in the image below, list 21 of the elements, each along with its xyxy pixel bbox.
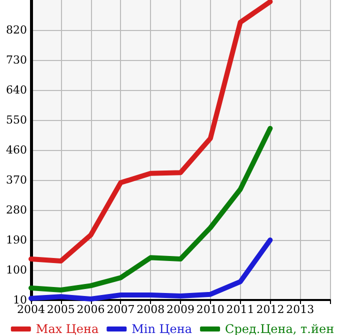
x-tick-label: 2004 (17, 303, 45, 316)
y-tick-label: 280 (6, 204, 27, 216)
y-tick-label: 460 (6, 144, 27, 156)
x-tick-label: 2005 (46, 303, 75, 316)
y-tick-label: 730 (6, 54, 27, 66)
legend-label: Max Цена (36, 322, 99, 335)
y-tick-label: 550 (6, 114, 27, 126)
y-tick-label: 370 (6, 174, 27, 186)
x-tick-label: 2011 (226, 303, 254, 316)
x-tick-label: 2012 (256, 303, 284, 316)
x-tick-label: 2007 (106, 303, 135, 316)
x-tick-label: 2008 (136, 303, 165, 316)
x-tick-label: 2009 (166, 303, 194, 316)
y-tick-label: 820 (6, 24, 27, 36)
x-tick-label: 2013 (286, 303, 314, 316)
x-tick-label: 2006 (76, 303, 105, 316)
x-tick-label: 2010 (196, 303, 224, 316)
y-tick-label: 640 (6, 84, 27, 96)
y-tick-label: 190 (6, 234, 27, 246)
legend-label: Min Цена (132, 322, 192, 335)
y-tick-label: 100 (6, 264, 27, 276)
